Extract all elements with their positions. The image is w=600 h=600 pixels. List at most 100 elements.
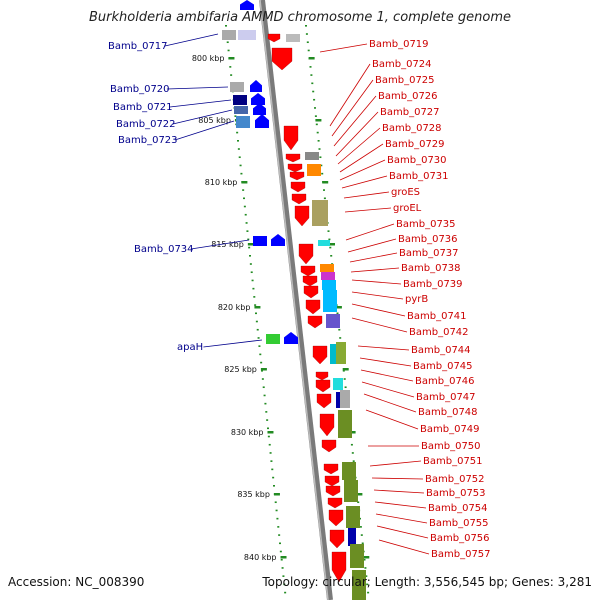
gene-label-Bamb_0734: Bamb_0734 [134,244,194,255]
leader-line [341,175,388,189]
tick-mark-right [335,306,342,309]
gene-label-Bamb_0741: Bamb_0741 [407,311,467,322]
leader-line [378,539,430,555]
tick-mark-right [342,368,349,371]
tick-mark-right [308,57,315,60]
gene-arrow-down [302,275,318,287]
tick-label: 800 kbp [192,54,225,63]
leader-line [319,43,368,53]
tick-label: 840 kbp [244,553,277,562]
leader-line [374,501,427,509]
gene-box [321,272,335,280]
leader-line [166,86,229,90]
gene-label-groES: groES [391,187,420,198]
gene-label-groEL: groEL [393,203,422,214]
tick-label: 830 kbp [231,428,264,437]
leader-line [357,345,410,351]
tick-mark [267,431,274,434]
gene-box [342,462,356,480]
gene-arrow-down [315,379,331,393]
gene-arrow-up [284,332,298,344]
gene-arrow-up [255,114,269,128]
gene-box [348,528,356,546]
gene-box [222,30,236,40]
gene-box [320,264,334,272]
gene-arrow-up [271,234,285,246]
gene-arrow-down [316,393,332,409]
gene-label-Bamb_0721: Bamb_0721 [113,102,173,113]
gene-arrow-down [327,497,343,509]
gene-arrow-down [290,181,306,193]
leader-line [375,513,428,524]
gene-label-Bamb_0736: Bamb_0736 [398,234,458,245]
leader-line [172,109,233,125]
leader-line [345,223,395,241]
gene-box [233,95,247,105]
gene-arrow-down [294,205,310,227]
gene-arrow-down [323,463,339,475]
leader-line [335,111,379,157]
gene-arrow-down [324,475,340,487]
gene-arrow-up [251,93,265,105]
tick-mark-right [363,556,370,559]
gene-box [307,164,321,176]
tick-mark-right [322,181,329,184]
gene-label-Bamb_0726: Bamb_0726 [378,91,438,102]
gene-label-Bamb_0720: Bamb_0720 [110,84,170,95]
leader-line [344,207,392,213]
gene-label-Bamb_0717: Bamb_0717 [108,41,168,52]
tick-mark-right [328,243,335,246]
leader-line [373,489,425,494]
gene-arrow-down [298,243,314,265]
gene-box [238,30,256,40]
gene-box [344,480,358,502]
tick-mark [247,243,254,246]
map-title: Burkholderia ambifaria AMMD chromosome 1… [88,10,512,25]
gene-label-Bamb_0750: Bamb_0750 [421,441,481,452]
gene-arrow-down [289,171,305,181]
gene-label-Bamb_0747: Bamb_0747 [416,392,476,403]
leader-line [359,357,412,367]
gene-arrow-down [312,345,328,365]
gene-label-Bamb_0751: Bamb_0751 [423,456,483,467]
gene-box [330,344,340,364]
gene-label-Bamb_0742: Bamb_0742 [409,327,469,338]
gene-box [338,410,352,438]
gene-label-Bamb_0755: Bamb_0755 [429,518,489,529]
gene-box [318,240,330,246]
gene-label-Bamb_0737: Bamb_0737 [399,248,459,259]
gene-label-Bamb_0723: Bamb_0723 [118,135,178,146]
gene-arrow-down [287,163,303,173]
leader-line [361,381,415,398]
gene-arrow-down [328,509,344,527]
gene-box [326,314,340,328]
gene-box [333,378,343,390]
gene-label-Bamb_0756: Bamb_0756 [430,533,490,544]
gene-arrow-down [329,529,345,549]
gene-label-Bamb_0731: Bamb_0731 [389,171,449,182]
gene-box [340,390,350,408]
gene-label-pyrB: pyrB [405,294,428,305]
leader-line [369,460,422,467]
gene-box [234,106,248,114]
gene-label-Bamb_0724: Bamb_0724 [372,59,432,70]
gene-box [350,544,364,568]
gene-label-Bamb_0730: Bamb_0730 [387,155,447,166]
accession-label: Accession: NC_008390 [8,575,145,589]
tick-mark-right [356,493,363,496]
gene-label-Bamb_0752: Bamb_0752 [425,474,485,485]
tick-label: 810 kbp [205,178,238,187]
gene-label-Bamb_0748: Bamb_0748 [418,407,478,418]
leader-line [363,393,417,413]
gene-box [322,280,336,290]
gene-box [253,236,267,246]
gene-box [266,334,280,344]
tick-mark [273,493,280,496]
leader-line [349,252,398,263]
leader-line [376,525,429,539]
leader-line [331,79,374,137]
tick-mark [254,306,261,309]
gene-arrow-down [303,285,319,299]
gene-arrow-down [321,439,337,453]
